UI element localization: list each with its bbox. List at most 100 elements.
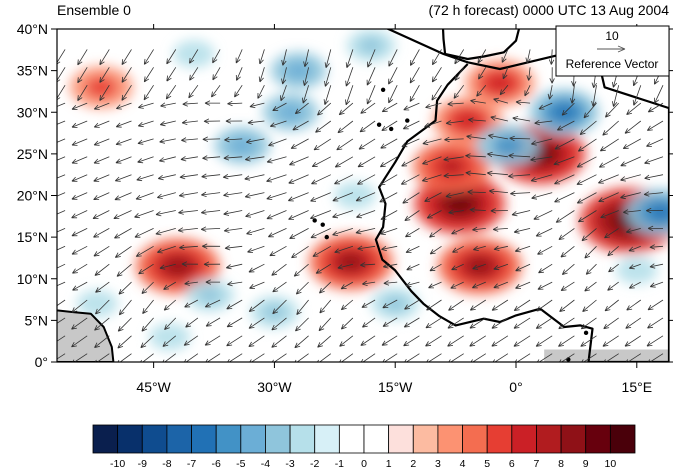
wind-vector: [235, 49, 243, 64]
wind-vector: [179, 244, 198, 250]
wind-vector: [560, 245, 575, 258]
wind-vector: [311, 156, 331, 167]
wind-vector: [292, 120, 309, 131]
wind-vector: [200, 209, 221, 215]
colorbar-swatch: [363, 424, 390, 454]
wind-vector: [422, 156, 442, 165]
reference-vector-box: [555, 25, 670, 77]
wind-vector: [470, 98, 486, 105]
wind-vector: [512, 116, 531, 122]
wind-vector: [332, 192, 354, 202]
wind-vector: [295, 317, 309, 332]
wind-vector: [337, 263, 354, 270]
wind-vector: [491, 299, 509, 311]
wind-vector: [248, 335, 265, 347]
coastline: [312, 29, 669, 362]
wind-vector: [404, 299, 420, 310]
wind-vector: [403, 102, 420, 111]
wind-vector: [555, 210, 575, 223]
wind-vector: [318, 317, 332, 332]
wind-vector: [280, 85, 287, 102]
wind-vector: [524, 85, 531, 97]
wind-vector: [445, 120, 464, 126]
wind-vector: [513, 299, 531, 311]
wind-vector: [646, 120, 664, 131]
wind-vector: [362, 317, 376, 328]
wind-vector: [604, 299, 619, 312]
wind-vector: [137, 138, 154, 145]
colorbar-label: 0: [361, 458, 367, 470]
lat-tick-label: 35°N: [17, 63, 48, 79]
wind-vector: [94, 353, 110, 362]
colorbar-swatch: [314, 424, 340, 454]
wind-vector: [431, 84, 442, 101]
wind-vector: [629, 263, 641, 270]
wind-vector: [513, 317, 531, 329]
wind-vector: [536, 299, 553, 312]
colorbar-label: 4: [460, 458, 466, 470]
wind-vector: [336, 138, 354, 151]
wind-vector: [558, 317, 575, 330]
wind-vector: [626, 102, 642, 115]
lat-tick-label: 20°N: [17, 188, 48, 204]
wind-vector: [432, 49, 442, 66]
colorbar-label: -8: [162, 458, 171, 470]
colorbar-label: 7: [534, 458, 540, 470]
wind-vector: [93, 156, 110, 164]
wind-vector: [135, 245, 154, 257]
wind-vector: [599, 138, 619, 152]
lat-tick-label: 25°N: [17, 146, 48, 162]
wind-vector: [560, 281, 575, 291]
wind-vector: [245, 210, 265, 218]
wind-vector: [223, 155, 243, 161]
wind-vector: [303, 49, 309, 68]
wind-vector: [358, 138, 376, 150]
wind-vector: [508, 173, 531, 179]
wind-vector: [345, 85, 354, 106]
wind-vector: [472, 281, 486, 289]
wind-vector: [360, 102, 376, 114]
wind-vector: [511, 210, 531, 217]
anomaly-blob: [276, 102, 305, 122]
wind-vector: [356, 210, 376, 219]
wind-vector: [647, 299, 664, 311]
wind-vector: [94, 317, 110, 331]
wind-vector: [225, 263, 243, 270]
wind-vector: [357, 174, 376, 185]
wind-vector: [486, 170, 508, 177]
wind-vector: [117, 317, 132, 332]
wind-vector: [547, 85, 553, 100]
wind-vector: [508, 153, 531, 159]
wind-vector: [451, 263, 464, 271]
wind-vector: [632, 85, 642, 106]
wind-vector: [244, 192, 265, 199]
wind-vector: [324, 67, 332, 87]
wind-vector: [323, 85, 332, 105]
wind-vector: [469, 207, 486, 213]
wind-vector: [605, 102, 619, 118]
wind-vector: [288, 210, 309, 220]
wind-vector: [157, 192, 176, 199]
wind-vector: [530, 174, 553, 182]
map-subtitle: (72 h forecast) 0000 UTC 13 Aug 2004: [429, 2, 670, 18]
wind-vector: [515, 281, 531, 289]
wind-vector: [582, 299, 597, 312]
wind-vector: [94, 263, 110, 276]
wind-vector: [134, 210, 154, 219]
wind-vector: [71, 138, 88, 146]
wind-vector: [628, 245, 641, 252]
wind-vector: [247, 119, 265, 125]
wind-vector: [294, 102, 309, 115]
wind-vector: [476, 84, 487, 97]
wind-vector: [289, 228, 309, 239]
reference-vector-arrowhead: [617, 45, 626, 53]
anomaly-blob: [284, 61, 313, 80]
wind-vector: [269, 120, 287, 128]
anomaly-blob: [552, 104, 577, 121]
wind-vector: [332, 210, 354, 219]
south-america-land: [57, 309, 115, 362]
wind-vector: [225, 118, 243, 124]
wind-vector: [409, 85, 420, 102]
wind-vector: [72, 281, 88, 291]
colorbar-label: -3: [285, 458, 294, 470]
